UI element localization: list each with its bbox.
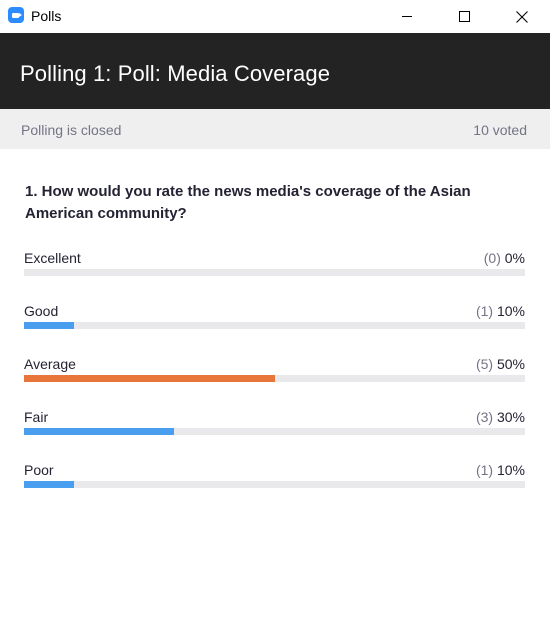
minimize-icon bbox=[402, 16, 412, 17]
result-bar-track bbox=[24, 428, 525, 435]
poll-status-bar: Polling is closed 10 voted bbox=[0, 109, 550, 149]
result-bar-fill bbox=[24, 481, 75, 488]
close-icon bbox=[516, 10, 528, 23]
window-titlebar: Polls bbox=[0, 0, 550, 33]
option-label: Excellent bbox=[24, 250, 81, 266]
option-label: Fair bbox=[24, 409, 49, 425]
option-label: Average bbox=[24, 356, 76, 372]
option-good: Good (1) 10% bbox=[24, 303, 525, 333]
voted-count: 10 voted bbox=[473, 122, 527, 138]
option-result: (5) 50% bbox=[476, 356, 525, 372]
result-bar-track bbox=[24, 269, 525, 276]
option-result: (1) 10% bbox=[476, 462, 525, 478]
option-label: Poor bbox=[24, 462, 54, 478]
result-bar-fill bbox=[24, 322, 75, 329]
maximize-icon bbox=[458, 11, 470, 22]
option-percent: 0% bbox=[504, 250, 525, 266]
option-percent: 50% bbox=[496, 356, 525, 372]
poll-status: Polling is closed bbox=[21, 122, 122, 138]
option-average: Average (5) 50% bbox=[24, 356, 525, 386]
result-bar-track bbox=[24, 481, 525, 488]
result-bar-fill bbox=[24, 428, 175, 435]
zoom-app-icon bbox=[8, 7, 24, 23]
option-count: (3) bbox=[475, 409, 494, 425]
option-count: (1) bbox=[475, 303, 494, 319]
question-text: 1. How would you rate the news media's c… bbox=[25, 183, 471, 222]
option-fair: Fair (3) 30% bbox=[24, 409, 525, 439]
option-excellent: Excellent (0) 0% bbox=[24, 250, 525, 280]
option-count: (0) bbox=[483, 250, 501, 266]
option-poor: Poor (1) 10% bbox=[24, 462, 525, 492]
option-result: (1) 10% bbox=[476, 303, 525, 319]
result-bar-track bbox=[24, 322, 525, 329]
option-count: (1) bbox=[475, 462, 494, 478]
option-percent: 30% bbox=[496, 409, 525, 425]
close-button[interactable] bbox=[493, 0, 550, 33]
poll-title: Polling 1: Poll: Media Coverage bbox=[20, 61, 331, 86]
maximize-button[interactable] bbox=[435, 0, 493, 33]
result-bar-track bbox=[24, 375, 525, 382]
poll-header: Polling 1: Poll: Media Coverage bbox=[0, 33, 550, 109]
option-result: (0) 0% bbox=[484, 250, 525, 266]
option-percent: 10% bbox=[496, 462, 525, 478]
option-result: (3) 30% bbox=[476, 409, 525, 425]
option-percent: 10% bbox=[496, 303, 525, 319]
option-label: Good bbox=[24, 303, 59, 319]
window-title: Polls bbox=[31, 8, 62, 24]
minimize-button[interactable] bbox=[378, 0, 436, 33]
option-count: (5) bbox=[475, 356, 494, 372]
result-bar-fill bbox=[24, 375, 275, 382]
